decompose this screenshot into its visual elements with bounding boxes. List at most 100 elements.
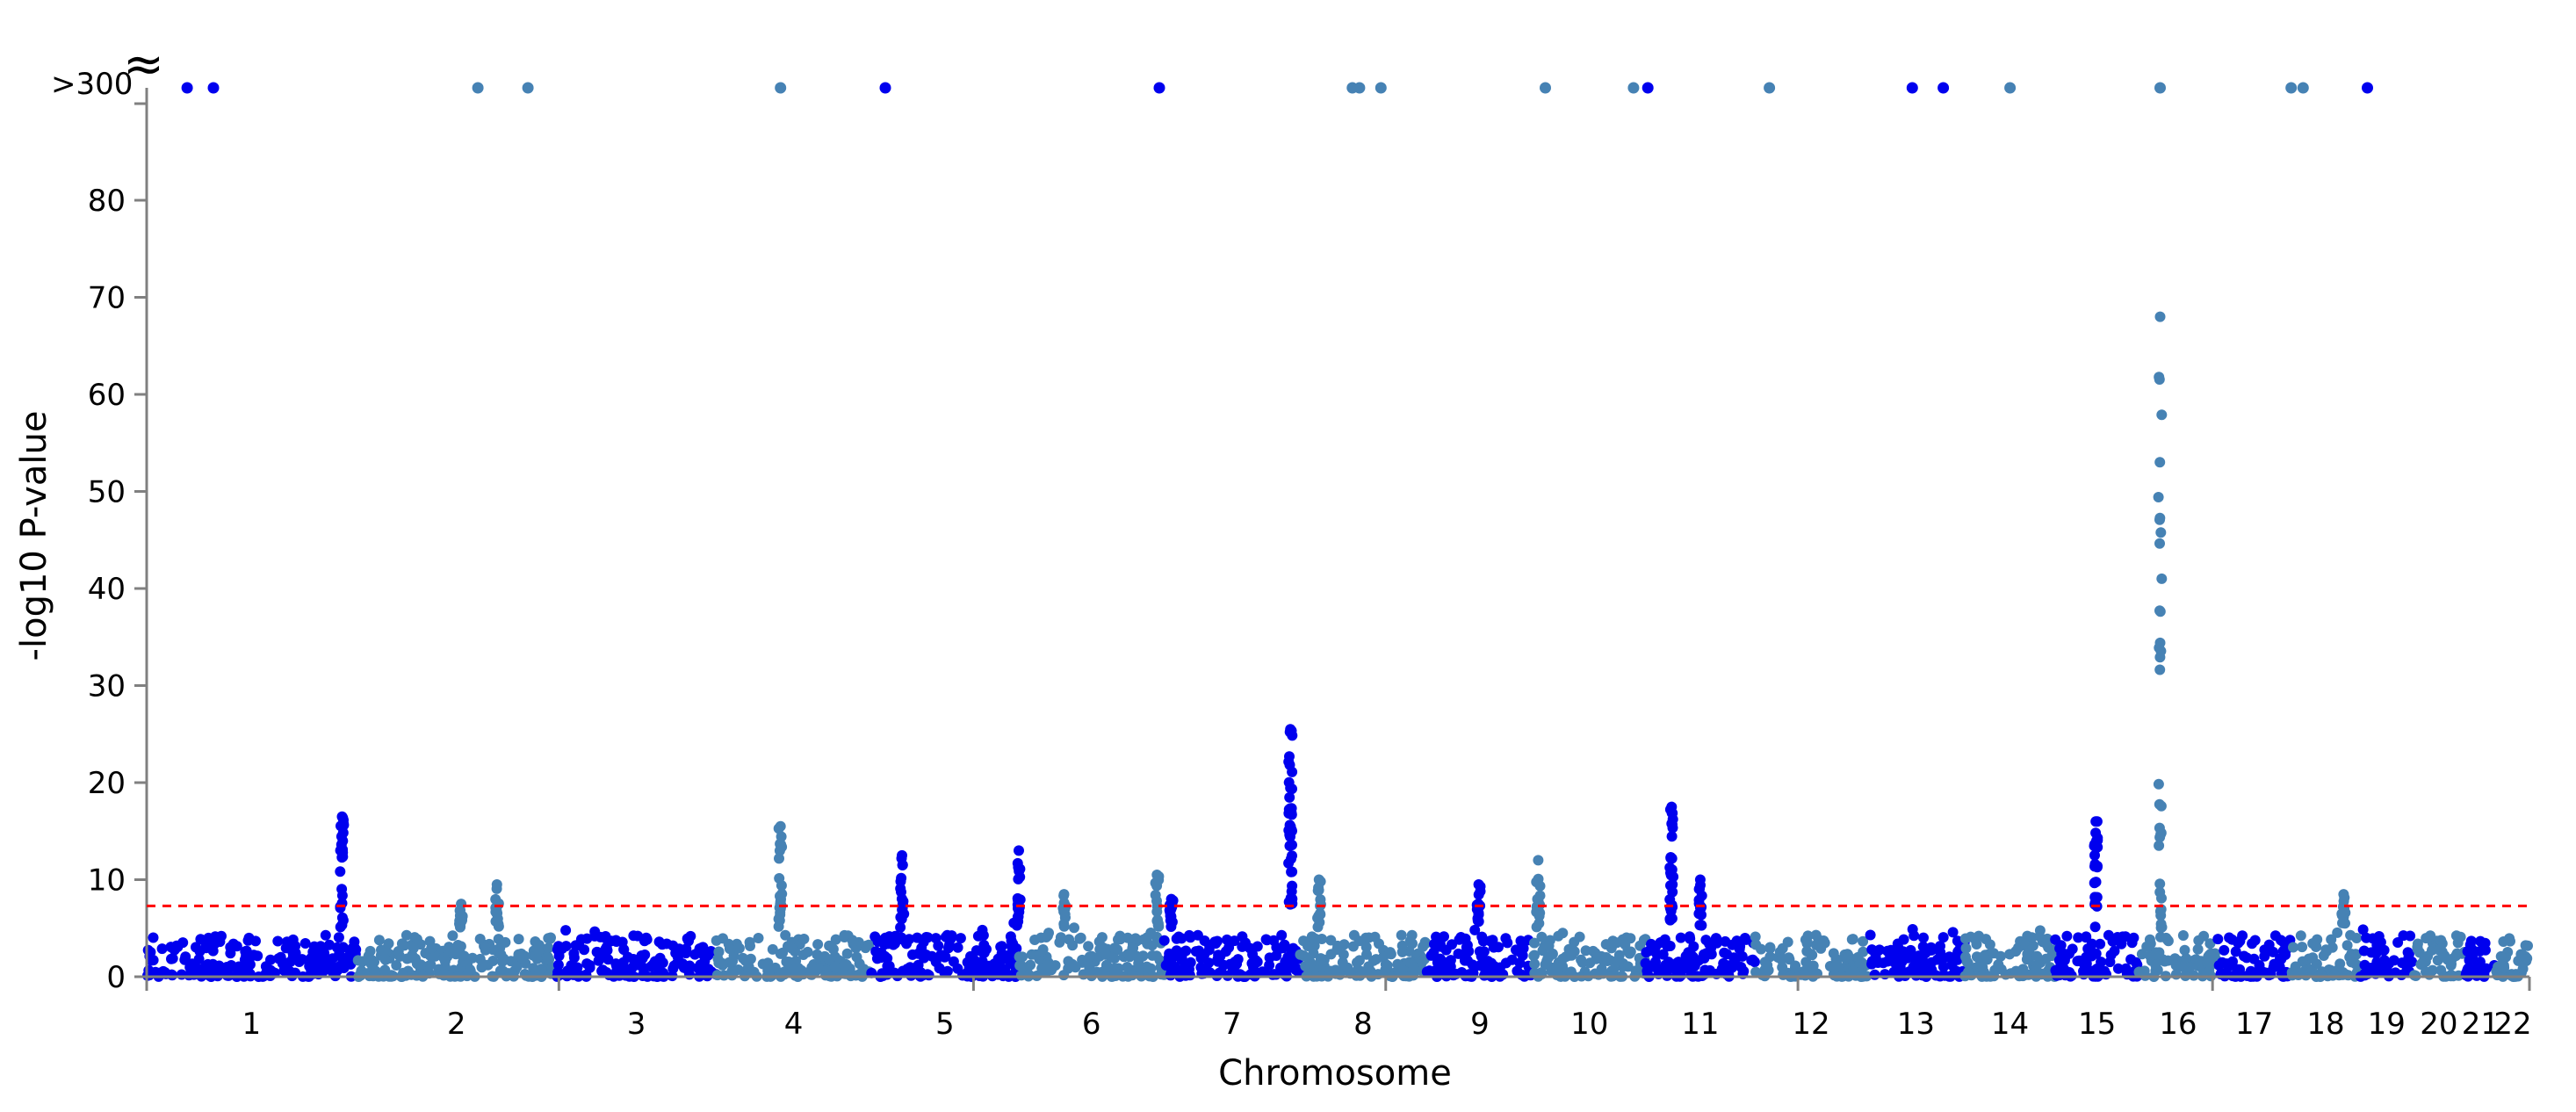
snp-point xyxy=(2465,935,2477,947)
snp-point xyxy=(639,950,651,960)
peak-point xyxy=(2154,840,2165,851)
peak-point xyxy=(2154,457,2166,468)
snp-point xyxy=(916,942,927,954)
snp-point xyxy=(1569,936,1580,948)
snp-point xyxy=(2295,930,2306,942)
peak-point xyxy=(335,866,346,877)
snp-point xyxy=(143,964,155,976)
snp-point xyxy=(1122,962,1133,972)
peak-top-point xyxy=(1473,879,1484,890)
peak-top-point xyxy=(491,879,502,890)
snp-point xyxy=(762,965,774,977)
snp-point xyxy=(978,947,990,958)
snp-point xyxy=(649,956,660,967)
snp-point xyxy=(1918,932,1929,943)
snp-point xyxy=(2125,954,2137,965)
snp-point xyxy=(882,960,893,971)
snp-point xyxy=(495,949,507,960)
snp-point xyxy=(890,930,901,942)
snp-point xyxy=(411,958,422,970)
snp-point xyxy=(1417,957,1428,968)
snp-point xyxy=(2269,930,2281,942)
capped-point xyxy=(879,82,891,94)
x-tick-label-chr-4: 4 xyxy=(784,1007,804,1042)
x-tick-label-chr-7: 7 xyxy=(1223,1007,1242,1042)
snp-point xyxy=(297,954,307,965)
snp-point xyxy=(242,935,254,946)
snp-point xyxy=(653,936,665,948)
peak-point xyxy=(1696,909,1707,921)
snp-point xyxy=(379,953,390,964)
snp-point xyxy=(544,954,555,965)
snp-point xyxy=(241,945,252,957)
snp-point xyxy=(2435,935,2447,946)
snp-point xyxy=(1223,942,1235,953)
snp-point xyxy=(444,942,455,953)
snp-point xyxy=(1421,966,1432,978)
snp-point xyxy=(1271,950,1282,961)
snp-point xyxy=(827,943,839,955)
snp-point xyxy=(1971,939,1982,950)
snp-point xyxy=(1325,935,1337,946)
snp-point xyxy=(1295,949,1306,960)
snp-point xyxy=(408,942,419,954)
snp-point xyxy=(455,941,466,952)
snp-point xyxy=(2184,962,2196,973)
snp-point xyxy=(1548,962,1559,973)
snp-point xyxy=(2305,964,2316,976)
peak-top-point xyxy=(2090,816,2102,827)
snp-point xyxy=(1801,946,1813,957)
snp-point xyxy=(2054,942,2066,954)
snp-point xyxy=(1129,933,1141,944)
snp-point xyxy=(592,947,603,957)
snp-point xyxy=(2177,930,2189,941)
snp-point xyxy=(1396,929,1407,941)
snp-point xyxy=(299,938,311,949)
snp-point xyxy=(1516,969,1527,980)
snp-point xyxy=(552,959,564,971)
snp-point xyxy=(494,965,506,977)
snp-point xyxy=(839,929,850,941)
snp-point xyxy=(2297,942,2308,953)
snp-point xyxy=(1109,966,1121,978)
y-tick-label: 60 xyxy=(88,378,126,413)
snp-point xyxy=(1722,960,1734,971)
peak-point xyxy=(1667,879,1678,890)
snp-point xyxy=(272,935,284,947)
snp-point xyxy=(1085,965,1096,977)
snp-point xyxy=(1612,937,1622,949)
snp-point xyxy=(748,966,760,978)
peak-top-point xyxy=(1058,889,1070,900)
snp-point xyxy=(753,933,764,943)
peak-point xyxy=(1013,916,1024,928)
snp-point xyxy=(2081,951,2092,963)
snp-point xyxy=(399,940,410,951)
snp-point xyxy=(777,967,789,978)
snp-point xyxy=(1030,949,1042,960)
snp-point xyxy=(2112,932,2123,942)
peak-point xyxy=(1666,853,1678,864)
snp-point xyxy=(2495,960,2507,971)
snp-point xyxy=(683,935,694,947)
snp-point xyxy=(376,944,386,956)
snp-point xyxy=(996,948,1007,959)
snp-point xyxy=(1611,956,1622,967)
snp-point xyxy=(2133,966,2145,978)
snp-point xyxy=(1682,963,1693,974)
snp-point xyxy=(429,950,441,962)
snp-point xyxy=(1960,942,1972,954)
snp-point xyxy=(900,937,912,948)
capped-point xyxy=(1375,82,1387,94)
snp-point xyxy=(400,929,412,941)
snp-point xyxy=(1926,964,1937,976)
snp-point xyxy=(1926,957,1937,968)
snp-point xyxy=(1763,964,1774,976)
y-tick-label: 50 xyxy=(88,475,126,510)
snp-point xyxy=(2073,932,2084,943)
snp-point xyxy=(511,961,523,972)
snp-point xyxy=(617,963,629,974)
snp-point xyxy=(333,932,344,943)
x-tick-label-chr-14: 14 xyxy=(1991,1007,2029,1042)
peak-point xyxy=(1664,913,1676,925)
snp-point xyxy=(1867,957,1878,968)
